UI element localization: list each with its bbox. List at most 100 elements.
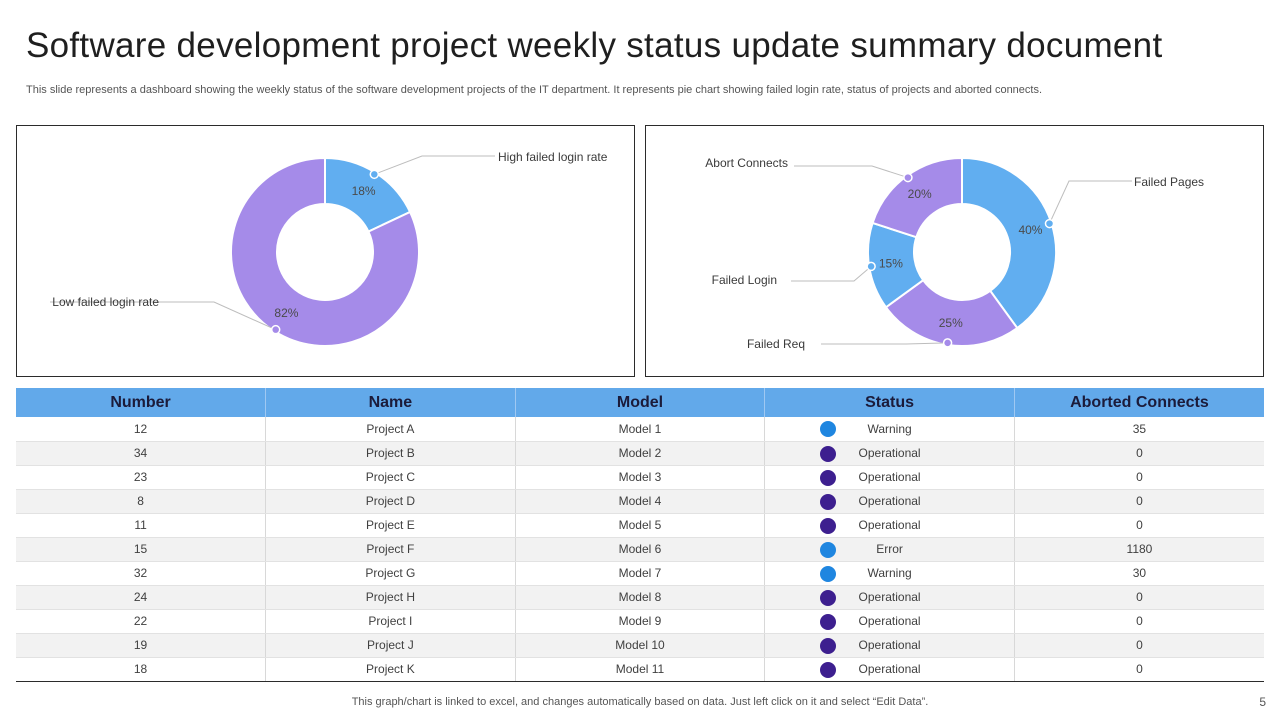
table-cell: Model 2	[515, 441, 766, 466]
table-cell: 0	[1014, 465, 1264, 490]
slice-value-label: 40%	[1018, 223, 1042, 237]
status-text: Operational	[858, 494, 921, 508]
status-cell: Operational	[764, 609, 1015, 634]
table-row[interactable]: 15 Project F Model 6 Error 1180	[16, 537, 1264, 562]
table-row[interactable]: 12 Project A Model 1 Warning 35	[16, 417, 1264, 442]
table-row[interactable]: 22 Project I Model 9 Operational 0	[16, 609, 1264, 634]
table-row[interactable]: 23 Project C Model 3 Operational 0	[16, 465, 1264, 490]
slice-category-label: Failed Login	[712, 273, 777, 287]
donut-slice[interactable]	[961, 156, 1057, 330]
slice-category-label: Abort Connects	[705, 156, 788, 170]
footer-note: This graph/chart is linked to excel, and…	[351, 696, 929, 708]
slice-value-label: 15%	[879, 256, 903, 270]
status-indicator-icon	[820, 541, 837, 558]
table-cell: Project G	[265, 561, 516, 586]
project-status-table: Number Name Model Status Aborted Connects 12…	[16, 388, 1264, 682]
status-text: Warning	[867, 566, 912, 580]
status-text: Error	[876, 542, 903, 556]
page-title: Software development project weekly stat…	[26, 26, 1163, 65]
callout-line	[794, 165, 909, 179]
table-cell: 0	[1014, 609, 1264, 634]
status-indicator-icon	[820, 661, 837, 678]
donut-slice[interactable]	[884, 278, 1019, 347]
table-cell: Model 7	[515, 561, 766, 586]
status-text: Operational	[858, 446, 921, 460]
callout-line	[791, 266, 872, 282]
project-status-table-wrapper: Number Name Model Status Aborted Connects 12…	[16, 388, 1264, 682]
status-cell: Error	[764, 537, 1015, 562]
status-text: Warning	[867, 421, 912, 436]
table-body: 12 Project A Model 1 Warning 35 34 Project B Mo…	[16, 417, 1264, 682]
column-header-status[interactable]: Status	[764, 388, 1015, 417]
status-text: Operational	[858, 470, 921, 484]
slice-category-label: Failed Pages	[1134, 175, 1204, 189]
status-cell: Operational	[764, 657, 1015, 682]
failed-login-rate-panel: 18% High failed login rate 82% Low failed l…	[16, 125, 635, 377]
slice-category-label: High failed login rate	[498, 150, 608, 164]
table-cell: 8	[16, 489, 267, 514]
column-header-aborted-connects[interactable]: Aborted Connects	[1070, 393, 1209, 411]
table-cell: Project F	[265, 537, 516, 562]
table-cell: 11	[16, 513, 267, 538]
status-text: Operational	[858, 614, 921, 628]
table-cell: 19	[16, 633, 267, 658]
donut-slice[interactable]	[871, 156, 963, 239]
table-cell: Model 10	[515, 633, 766, 658]
callout-marker	[866, 261, 876, 272]
page-number: 5	[1259, 695, 1266, 709]
table-row[interactable]: 32 Project G Model 7 Warning 30	[16, 561, 1264, 586]
column-header-name[interactable]: Name	[265, 388, 516, 417]
status-cell: Warning	[764, 417, 1015, 442]
status-indicator-icon	[820, 469, 837, 486]
callout-marker	[270, 324, 281, 335]
table-cell: 0	[1014, 657, 1264, 682]
slice-category-label: Failed Req	[747, 337, 805, 351]
table-row[interactable]: 8 Project D Model 4 Operational 0	[16, 489, 1264, 514]
table-cell: 23	[16, 465, 267, 490]
table-cell: 0	[1014, 633, 1264, 658]
slice-value-label: 18%	[352, 184, 376, 198]
table-cell: Project B	[265, 441, 516, 466]
table-cell: Project J	[265, 633, 516, 658]
table-cell: Project I	[265, 609, 516, 634]
table-row[interactable]: 24 Project H Model 8 Operational 0	[16, 585, 1264, 610]
failures-donut-chart[interactable]: 40% Failed Pages 25% Failed Req 15% Failed Lo…	[646, 126, 1263, 376]
table-row[interactable]: 34 Project B Model 2 Operational 0	[16, 441, 1264, 466]
callout-marker	[942, 338, 953, 348]
table-cell: 18	[16, 657, 267, 682]
table-cell: 30	[1014, 561, 1264, 586]
column-header-number[interactable]: Number	[16, 388, 267, 417]
status-cell: Warning	[764, 561, 1015, 586]
table-row[interactable]: 19 Project J Model 10 Operational 0	[16, 633, 1264, 658]
table-header-row: Number Name Model Status Aborted Connects	[16, 388, 1264, 417]
table-cell: 0	[1014, 489, 1264, 514]
callout-line	[1049, 180, 1132, 224]
status-cell: Operational	[764, 513, 1015, 538]
table-row[interactable]: 18 Project K Model 11 Operational 0	[16, 657, 1264, 682]
table-cell: Model 4	[515, 489, 766, 514]
table-cell: 0	[1014, 585, 1264, 610]
table-cell: 35	[1014, 417, 1264, 442]
status-indicator-icon	[820, 565, 837, 582]
callout-marker	[369, 169, 380, 180]
status-text: Operational	[858, 638, 921, 652]
status-text: Operational	[858, 590, 921, 604]
column-header-model[interactable]: Model	[515, 388, 766, 417]
failed-login-donut-chart[interactable]: 18% High failed login rate 82% Low failed l…	[17, 126, 634, 376]
table-cell: Model 1	[515, 417, 766, 442]
page-subtitle: This slide represents a dashboard showin…	[26, 84, 1043, 96]
slice-value-label: 20%	[908, 187, 932, 201]
table-cell: 0	[1014, 441, 1264, 466]
status-indicator-icon	[820, 445, 837, 462]
callout-line	[50, 301, 276, 331]
status-cell: Operational	[764, 585, 1015, 610]
status-indicator-icon	[820, 613, 837, 630]
table-row[interactable]: 11 Project E Model 5 Operational 0	[16, 513, 1264, 538]
table-cell: 22	[16, 609, 267, 634]
table-cell: 32	[16, 561, 267, 586]
slice-value-label: 82%	[274, 306, 298, 320]
table-cell: Project C	[265, 465, 516, 490]
status-indicator-icon	[820, 589, 837, 606]
table-cell: Model 8	[515, 585, 766, 610]
donut-slice[interactable]	[230, 156, 420, 347]
